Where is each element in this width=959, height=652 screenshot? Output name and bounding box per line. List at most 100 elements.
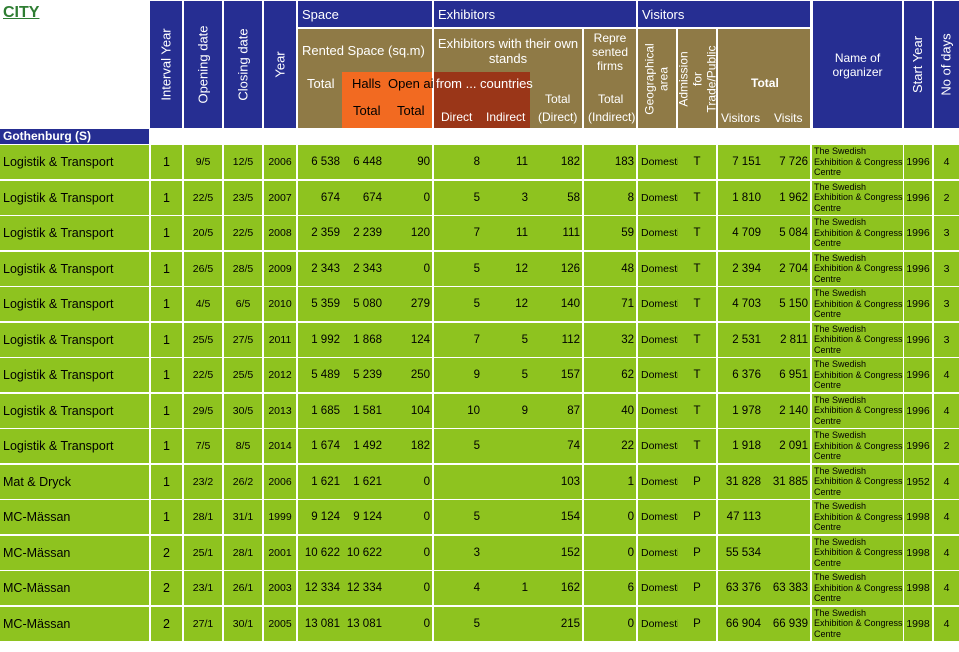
cell-start: 1998 xyxy=(904,500,932,534)
cell-event: MC-Mässan xyxy=(0,535,149,570)
cell-close: 25/5 xyxy=(224,358,262,392)
cell-tot-indirect: 40 xyxy=(584,393,636,428)
cell-direct: 9 xyxy=(434,358,482,392)
cell-visits: 31 885 xyxy=(763,464,810,499)
cell-visitors: 1 918 xyxy=(718,429,763,463)
cell-halls: 6 448 xyxy=(342,145,384,179)
cell-start: 1996 xyxy=(904,358,932,392)
cell-geo: Domestic xyxy=(638,287,678,321)
header-admission: Admission for Trade/Public xyxy=(676,29,718,128)
cell-visits: 5 084 xyxy=(763,216,810,250)
cell-open: 22/5 xyxy=(184,358,222,392)
cell-tot-indirect: 32 xyxy=(584,322,636,357)
cell-interval: 2 xyxy=(151,571,182,605)
cell-org: The Swedish Exhibition & Congress Centre xyxy=(812,571,903,605)
header-space-total: Total xyxy=(307,76,335,91)
cell-year: 2008 xyxy=(264,216,296,250)
cell-org: The Swedish Exhibition & Congress Centre xyxy=(812,287,903,321)
cell-interval: 1 xyxy=(151,429,182,463)
cell-visits xyxy=(763,500,810,534)
cell-visits: 2 811 xyxy=(763,322,810,357)
cell-days: 4 xyxy=(934,571,959,605)
cell-open-air: 0 xyxy=(384,571,432,605)
city-link[interactable]: CITY xyxy=(3,4,40,21)
cell-tot-direct: 154 xyxy=(530,500,582,534)
header-direct: Direct xyxy=(441,110,473,124)
cell-halls: 9 124 xyxy=(342,500,384,534)
cell-event: Logistik & Transport xyxy=(0,145,149,179)
cell-direct: 4 xyxy=(434,571,482,605)
header-no-of-days: No of days xyxy=(934,1,959,128)
cell-start: 1952 xyxy=(904,464,932,499)
cell-tot-direct: 126 xyxy=(530,251,582,286)
cell-open: 22/5 xyxy=(184,180,222,215)
cell-days: 2 xyxy=(934,429,959,463)
cell-adm: T xyxy=(678,393,716,428)
cell-tot-indirect: 0 xyxy=(584,500,636,534)
cell-halls: 10 622 xyxy=(342,535,384,570)
cell-visitors: 1 978 xyxy=(718,393,763,428)
cell-tot-indirect: 22 xyxy=(584,429,636,463)
header-rented-space: Rented Space (sq.m) xyxy=(302,43,425,58)
cell-close: 28/5 xyxy=(224,251,262,286)
cell-visits: 5 150 xyxy=(763,287,810,321)
cell-indirect xyxy=(482,464,530,499)
cell-interval: 1 xyxy=(151,322,182,357)
cell-close: 31/1 xyxy=(224,500,262,534)
cell-org: The Swedish Exhibition & Congress Centre xyxy=(812,180,903,215)
header-represented-firms: Repre sented firms xyxy=(591,31,629,73)
header-total-direct-sub: (Direct) xyxy=(538,110,578,124)
cell-visits: 66 939 xyxy=(763,606,810,641)
cell-year: 2001 xyxy=(264,535,296,570)
cell-open-air: 182 xyxy=(384,429,432,463)
cell-start: 1996 xyxy=(904,145,932,179)
cell-indirect: 3 xyxy=(482,180,530,215)
cell-year: 1999 xyxy=(264,500,296,534)
cell-geo: Domestic xyxy=(638,393,678,428)
cell-interval: 2 xyxy=(151,606,182,641)
header-from-countries: from ... countries xyxy=(436,76,533,91)
cell-visitors: 47 113 xyxy=(718,500,763,534)
cell-year: 2007 xyxy=(264,180,296,215)
cell-geo: Domestic xyxy=(638,500,678,534)
cell-year: 2003 xyxy=(264,571,296,605)
cell-days: 4 xyxy=(934,393,959,428)
cell-total: 6 538 xyxy=(298,145,342,179)
header-visitors-col: Visitors xyxy=(721,111,761,125)
cell-org: The Swedish Exhibition & Congress Centre xyxy=(812,358,903,392)
cell-adm: P xyxy=(678,500,716,534)
cell-open-air: 0 xyxy=(384,606,432,641)
cell-event: MC-Mässan xyxy=(0,500,149,534)
cell-org: The Swedish Exhibition & Congress Centre xyxy=(812,500,903,534)
cell-event: MC-Mässan xyxy=(0,571,149,605)
cell-direct: 5 xyxy=(434,287,482,321)
cell-open: 7/5 xyxy=(184,429,222,463)
cell-event: Logistik & Transport xyxy=(0,358,149,392)
cell-tot-indirect: 1 xyxy=(584,464,636,499)
cell-open: 23/1 xyxy=(184,571,222,605)
cell-start: 1996 xyxy=(904,180,932,215)
cell-indirect: 11 xyxy=(482,216,530,250)
cell-open-air: 104 xyxy=(384,393,432,428)
cell-close: 26/1 xyxy=(224,571,262,605)
cell-total: 2 359 xyxy=(298,216,342,250)
cell-total: 9 124 xyxy=(298,500,342,534)
cell-year: 2011 xyxy=(264,322,296,357)
cell-indirect: 1 xyxy=(482,571,530,605)
cell-org: The Swedish Exhibition & Congress Centre xyxy=(812,535,903,570)
cell-interval: 1 xyxy=(151,287,182,321)
cell-event: Mat & Dryck xyxy=(0,464,149,499)
header-total-indirect-sub: (Indirect) xyxy=(588,110,636,124)
cell-halls: 674 xyxy=(342,180,384,215)
cell-close: 30/5 xyxy=(224,393,262,428)
cell-open-air: 250 xyxy=(384,358,432,392)
cell-org: The Swedish Exhibition & Congress Centre xyxy=(812,145,903,179)
cell-total: 5 489 xyxy=(298,358,342,392)
cell-geo: Domestic xyxy=(638,322,678,357)
cell-year: 2010 xyxy=(264,287,296,321)
cell-year: 2006 xyxy=(264,145,296,179)
header-exhibitors-with-stands: Exhibitors with their own stands xyxy=(437,36,579,66)
cell-open-air: 0 xyxy=(384,535,432,570)
cell-visitors: 7 151 xyxy=(718,145,763,179)
cell-visits: 6 951 xyxy=(763,358,810,392)
